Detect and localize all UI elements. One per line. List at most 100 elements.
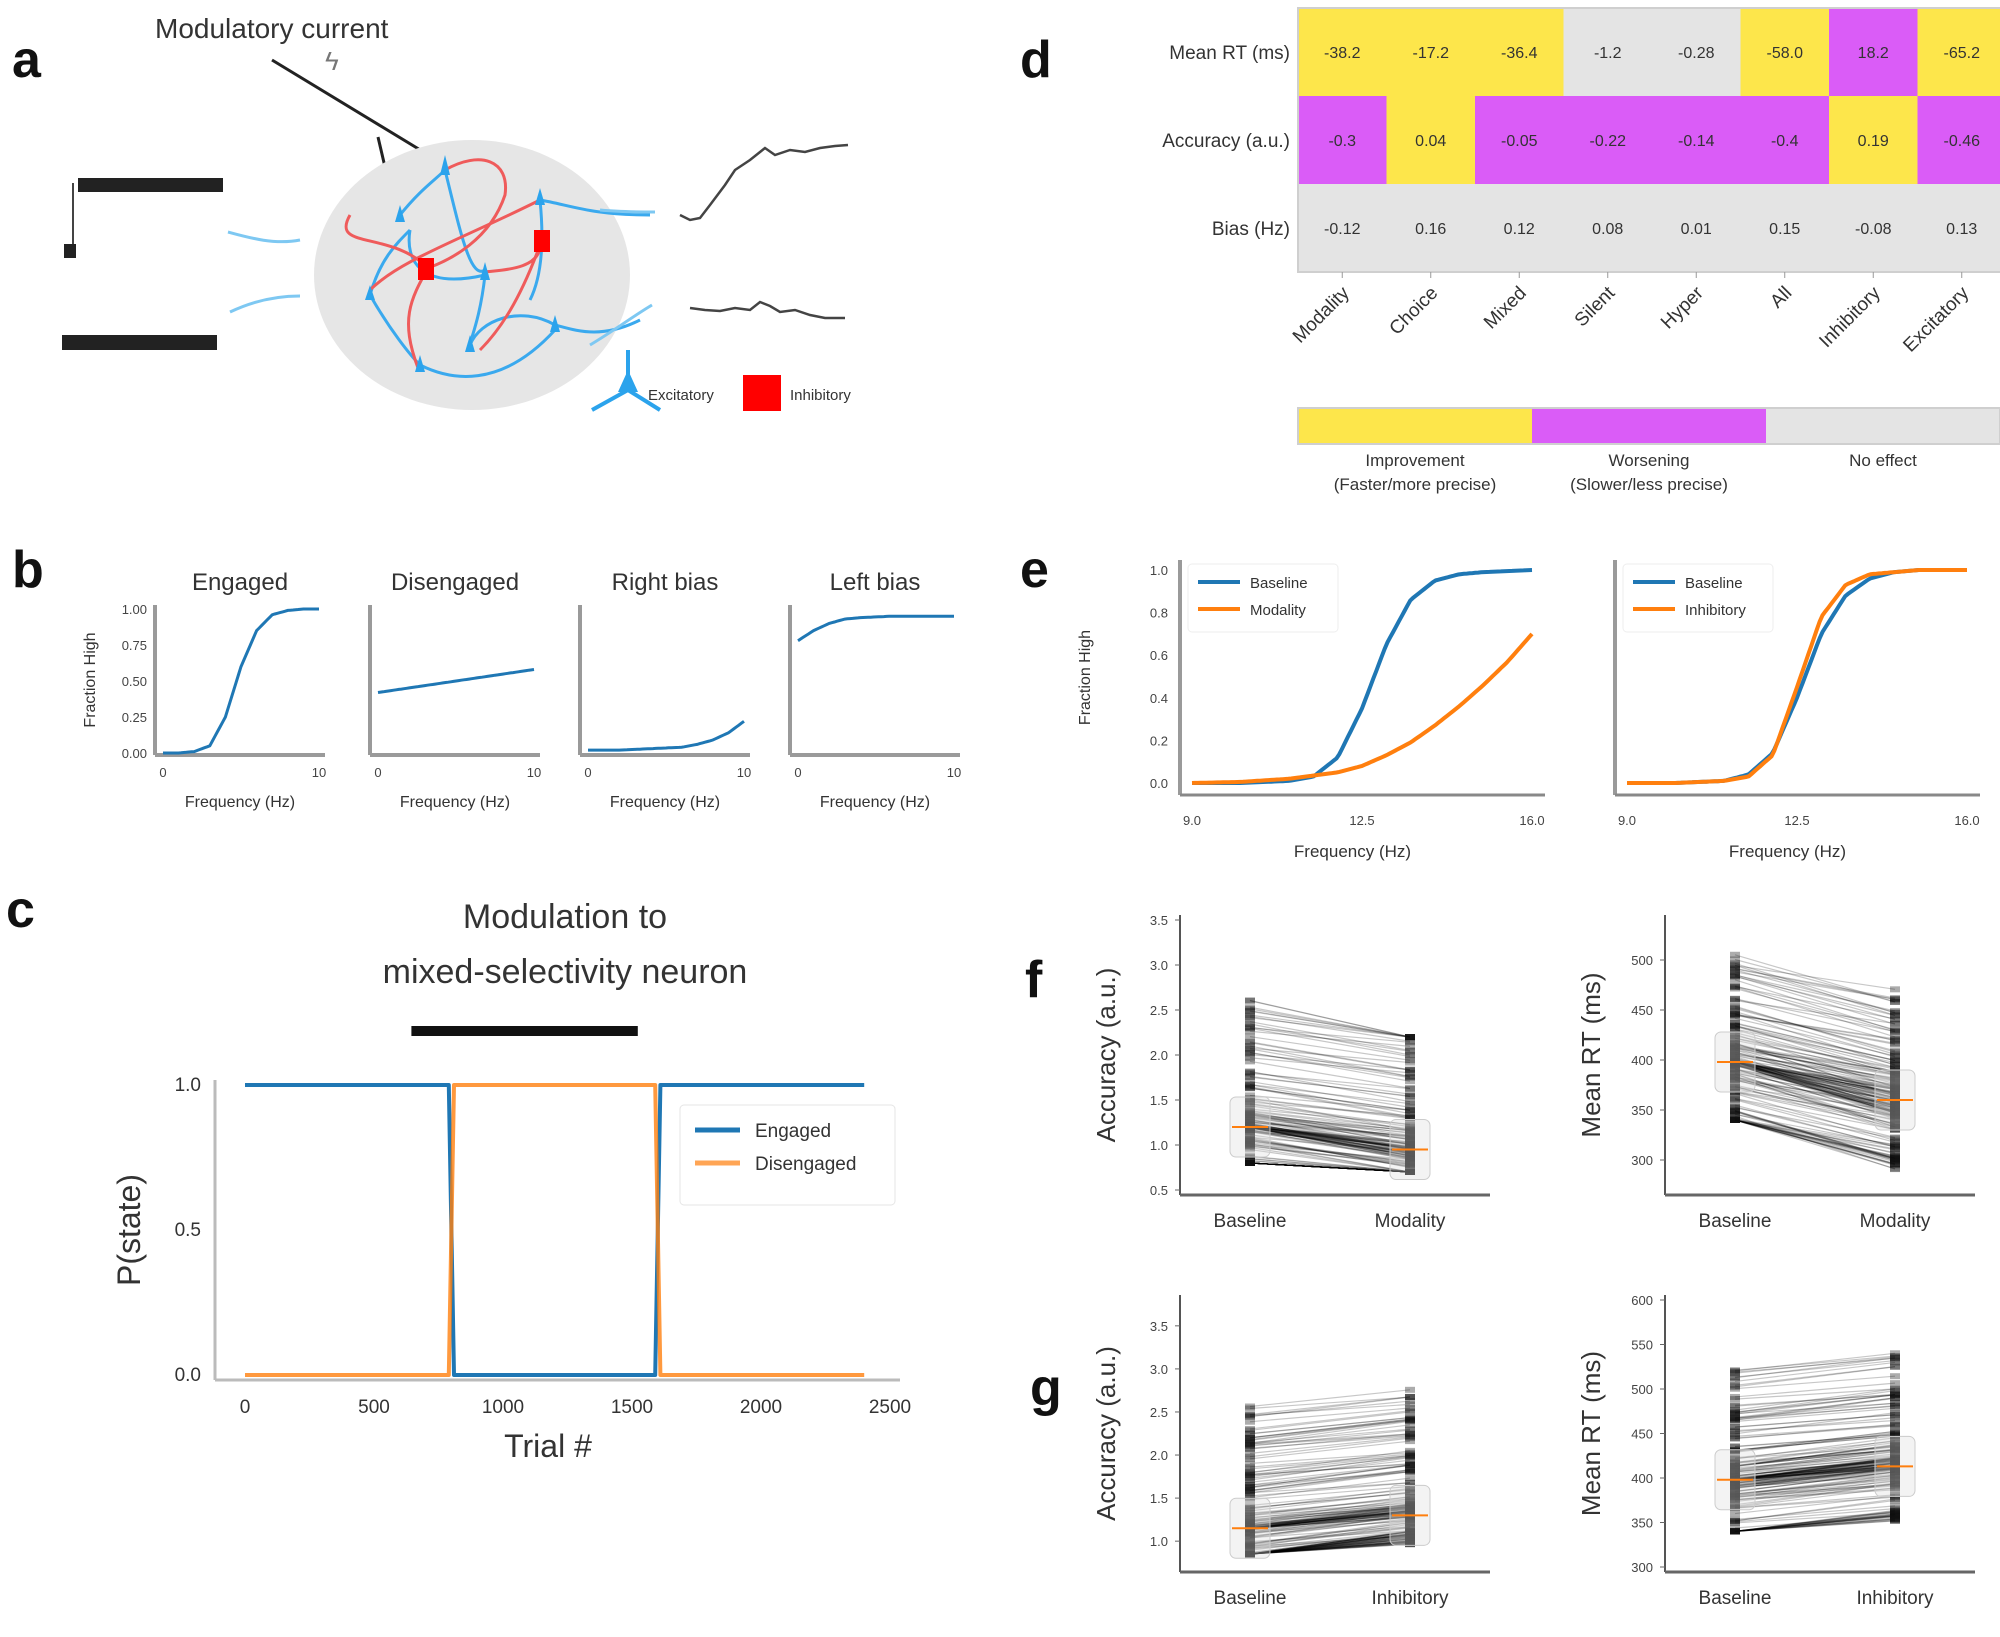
point-condition (1890, 1083, 1900, 1090)
point-baseline (1245, 1160, 1255, 1166)
point-baseline (1730, 1528, 1740, 1535)
pair-line (1249, 1127, 1411, 1155)
point-condition (1405, 1162, 1415, 1169)
point-condition (1405, 1121, 1415, 1128)
pair-line (1734, 958, 1896, 1003)
point-condition (1405, 1417, 1415, 1424)
point-condition (1890, 1155, 1900, 1162)
point-condition (1890, 1354, 1900, 1361)
point-condition (1405, 1144, 1415, 1151)
point-condition (1890, 1068, 1900, 1075)
pair-line (1249, 1126, 1411, 1157)
point-baseline (1245, 1069, 1255, 1076)
pair-line (1734, 999, 1896, 1025)
cell-value: -0.14 (1678, 133, 1715, 150)
x-tick-label: 12.5 (1784, 813, 1809, 828)
point-condition (1405, 1164, 1415, 1171)
point-condition (1405, 1517, 1415, 1524)
point-baseline (1730, 1111, 1740, 1118)
point-condition (1405, 1416, 1415, 1423)
point-baseline (1730, 1463, 1740, 1470)
pair-line (1734, 1414, 1896, 1428)
pair-line (1734, 1071, 1896, 1101)
pair-line (1734, 1499, 1896, 1522)
pair-line (1249, 1456, 1411, 1481)
pair-line (1734, 1061, 1896, 1094)
pair-line (1734, 1047, 1896, 1072)
heatmap-cell (1563, 96, 1653, 185)
point-baseline (1730, 1472, 1740, 1479)
pair-line (1249, 1125, 1411, 1150)
point-baseline (1245, 1544, 1255, 1551)
pair-line (1734, 1053, 1896, 1081)
point-baseline (1730, 1488, 1740, 1495)
y-tick-label: 0.00 (122, 746, 147, 761)
point-condition (1405, 1533, 1415, 1540)
point-condition (1405, 1517, 1415, 1524)
pair-line (1249, 1531, 1411, 1555)
heatmap-frame (1297, 7, 2000, 273)
pair-line (1249, 1045, 1411, 1078)
pair-line (1734, 1519, 1896, 1532)
pair-line (1734, 1119, 1896, 1161)
x-tick-label: 1000 (482, 1397, 524, 1418)
pair-line (1734, 1051, 1896, 1104)
point-condition (1405, 1163, 1415, 1170)
pair-line (1249, 1512, 1411, 1531)
pair-line (1249, 1429, 1411, 1447)
pair-line (1249, 1540, 1411, 1555)
pair-line (1734, 1029, 1896, 1075)
point-baseline (1245, 1160, 1255, 1166)
point-condition (1890, 1350, 1900, 1357)
pair-line (1249, 1514, 1411, 1528)
point-condition (1890, 1458, 1900, 1465)
pair-line (1249, 1162, 1411, 1173)
point-baseline (1245, 1551, 1255, 1558)
point-condition (1890, 1086, 1900, 1093)
point-condition (1890, 1512, 1900, 1519)
point-baseline (1730, 1374, 1740, 1381)
point-condition (1890, 1012, 1900, 1019)
pair-line (1249, 1162, 1411, 1173)
pair-line (1249, 1162, 1411, 1173)
point-baseline (1245, 1141, 1255, 1148)
pair-line (1734, 1119, 1896, 1170)
point-condition (1890, 1154, 1900, 1161)
point-condition (1405, 1169, 1415, 1175)
point-baseline (1245, 1479, 1255, 1486)
point-baseline (1245, 1068, 1255, 1075)
point-baseline (1245, 1551, 1255, 1558)
pair-line (1249, 1538, 1411, 1555)
point-baseline (1245, 1160, 1255, 1166)
x-tick-label: 10 (312, 765, 326, 780)
point-condition (1890, 1086, 1900, 1093)
pair-line (1249, 1436, 1411, 1454)
point-condition (1890, 1102, 1900, 1109)
point-condition (1890, 1117, 1900, 1124)
pair-line (1734, 1434, 1896, 1448)
pair-line (1734, 1119, 1896, 1165)
pair-line (1249, 1437, 1411, 1458)
point-condition (1405, 1532, 1415, 1539)
pair-line (1249, 1485, 1411, 1501)
point-condition (1890, 1508, 1900, 1515)
point-condition (1405, 1530, 1415, 1537)
heatmap-cell (1652, 96, 1741, 185)
pair-line (1249, 1162, 1411, 1173)
point-condition (1405, 1475, 1415, 1482)
modulatory-current-label: Modulatory current (155, 13, 389, 44)
pair-line (1249, 1030, 1411, 1047)
pair-line (1734, 987, 1896, 1033)
pair-line (1734, 1006, 1896, 1053)
pair-line (1249, 1504, 1411, 1529)
point-baseline (1730, 1483, 1740, 1490)
point-condition (1890, 1161, 1900, 1168)
pair-line (1249, 1124, 1411, 1153)
point-baseline (1730, 1044, 1740, 1051)
point-baseline (1730, 1076, 1740, 1083)
point-condition (1890, 1082, 1900, 1089)
point-condition (1890, 1015, 1900, 1022)
point-baseline (1730, 1467, 1740, 1474)
pair-line (1734, 1475, 1896, 1488)
pair-line (1734, 964, 1896, 990)
